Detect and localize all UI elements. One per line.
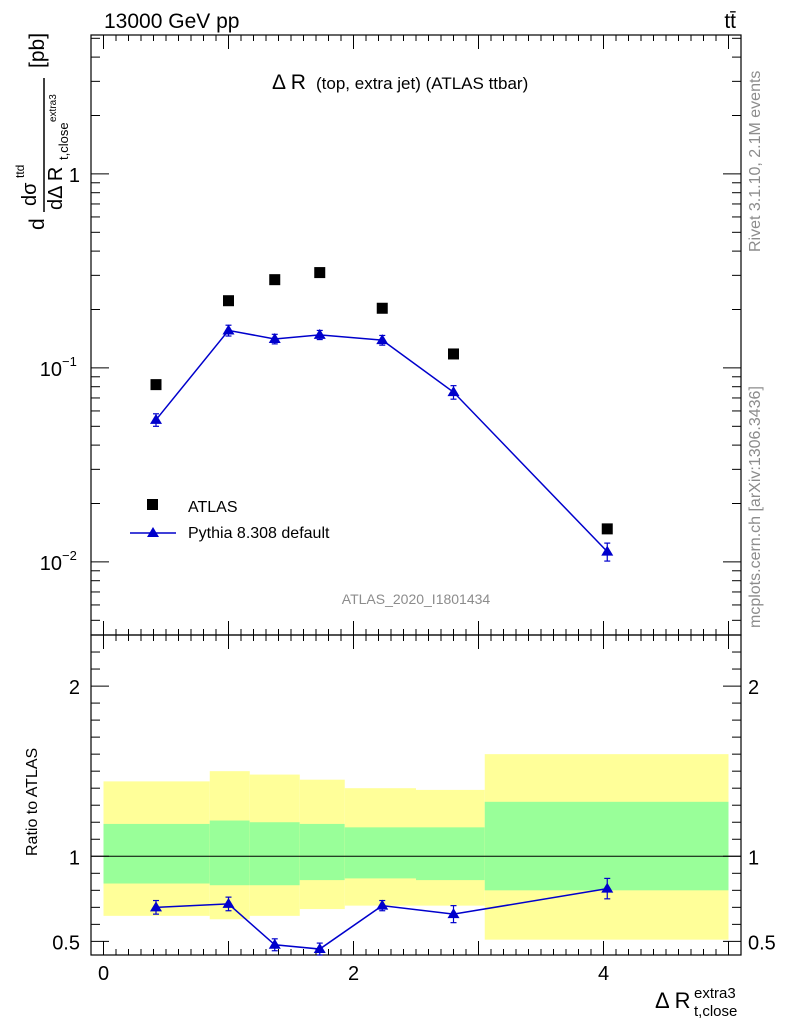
svg-text:d: d xyxy=(26,218,49,230)
x-tick-label: 0 xyxy=(98,963,109,985)
ratio-y-tick-label-right: 1 xyxy=(748,847,759,869)
main-panel-frame xyxy=(90,34,742,636)
legend: ATLAS Pythia 8.308 default xyxy=(130,499,330,542)
atlas-data-point xyxy=(150,379,162,391)
pythia-data-point xyxy=(150,413,162,424)
atlas-data-point xyxy=(269,274,281,286)
ratio-panel-marks xyxy=(150,877,614,956)
ratio-band-green-0 xyxy=(103,823,210,884)
analysis-watermark: ATLAS_2020_I1801434 xyxy=(342,591,491,607)
svg-text:t,close: t,close xyxy=(56,122,71,160)
mcplots-source-label: mcplots.cern.ch [arXiv:1306.3436] xyxy=(747,386,764,628)
ratio-panel-axes: 0.5 0.5 1 1 2 2 0 2 4 xyxy=(52,634,776,985)
atlas-data-point xyxy=(601,523,613,535)
svg-text:ttd: ttd xyxy=(13,165,27,178)
ratio-uncertainty-bands xyxy=(103,754,729,940)
ratio-data-point xyxy=(376,899,389,910)
main-panel-marks xyxy=(150,267,614,562)
ratio-data-point xyxy=(447,908,460,919)
atlas-data-point xyxy=(376,302,388,314)
pythia-data-point xyxy=(313,328,326,339)
y-axis-label: d dσ ttd dΔ R t,close extra3 [pb] xyxy=(13,33,71,230)
pythia-data-point xyxy=(376,334,389,345)
process-label: tt̄ xyxy=(724,10,736,33)
legend-atlas-label: ATLAS xyxy=(188,499,238,516)
x-axis-label-sub: t,close xyxy=(694,1003,737,1020)
main-y-tick-exponent: −2 xyxy=(62,548,77,563)
main-y-tick-label: 1 xyxy=(69,165,80,187)
plot-subtitle: (top, extra jet) (ATLAS ttbar) xyxy=(316,74,528,93)
ratio-y-tick-label-left: 2 xyxy=(69,677,80,699)
ratio-y-tick-label-left: 1 xyxy=(69,847,80,869)
ratio-data-point xyxy=(222,897,235,908)
main-y-tick-label: 10 xyxy=(40,553,62,575)
x-axis-label-sup: extra3 xyxy=(694,985,736,1002)
atlas-data-point xyxy=(223,295,234,307)
ratio-data-point xyxy=(268,938,281,949)
rivet-version-label: Rivet 3.1.10, 2.1M events xyxy=(747,71,764,252)
svg-text:dσ: dσ xyxy=(19,182,41,206)
ratio-data-point xyxy=(601,882,614,893)
svg-text:dΔ R: dΔ R xyxy=(45,167,67,210)
ratio-data-point xyxy=(150,901,162,912)
pythia-data-point xyxy=(447,386,460,397)
ratio-band-green-3 xyxy=(299,823,345,881)
ratio-band-green-1 xyxy=(209,820,250,886)
pythia-line xyxy=(155,329,608,553)
y-axis-unit: [pb] xyxy=(26,33,49,68)
atlas-data-point xyxy=(314,267,326,279)
main-panel-axes: 110−110−2 xyxy=(40,34,742,636)
ratio-band-green-4 xyxy=(344,827,416,879)
pythia-data-point xyxy=(268,332,281,343)
ratio-y-axis-label: Ratio to ATLAS xyxy=(24,748,41,856)
legend-pythia-marker xyxy=(147,527,159,537)
x-tick-label: 4 xyxy=(598,963,609,985)
ratio-y-tick-label-left: 0.5 xyxy=(52,932,80,954)
ratio-data-point xyxy=(313,943,326,954)
pythia-data-point xyxy=(222,324,235,335)
ratio-band-green-2 xyxy=(249,822,300,886)
main-y-tick-exponent: −1 xyxy=(62,354,77,369)
ratio-y-tick-label-right: 0.5 xyxy=(748,932,776,954)
ratio-band-green-6 xyxy=(484,801,729,891)
x-axis-label: Δ R xyxy=(655,988,690,1013)
plot-title: Δ R xyxy=(272,71,306,94)
ratio-band-green-5 xyxy=(416,827,485,881)
atlas-data-point xyxy=(448,348,459,360)
energy-label: 13000 GeV pp xyxy=(104,10,239,33)
ratio-y-tick-label-right: 2 xyxy=(748,677,759,699)
main-y-tick-label: 10 xyxy=(40,359,62,381)
svg-text:extra3: extra3 xyxy=(48,94,59,122)
legend-atlas-marker xyxy=(147,499,158,510)
legend-pythia-label: Pythia 8.308 default xyxy=(188,525,330,542)
pythia-data-point xyxy=(601,545,614,556)
x-tick-label: 2 xyxy=(348,963,359,985)
